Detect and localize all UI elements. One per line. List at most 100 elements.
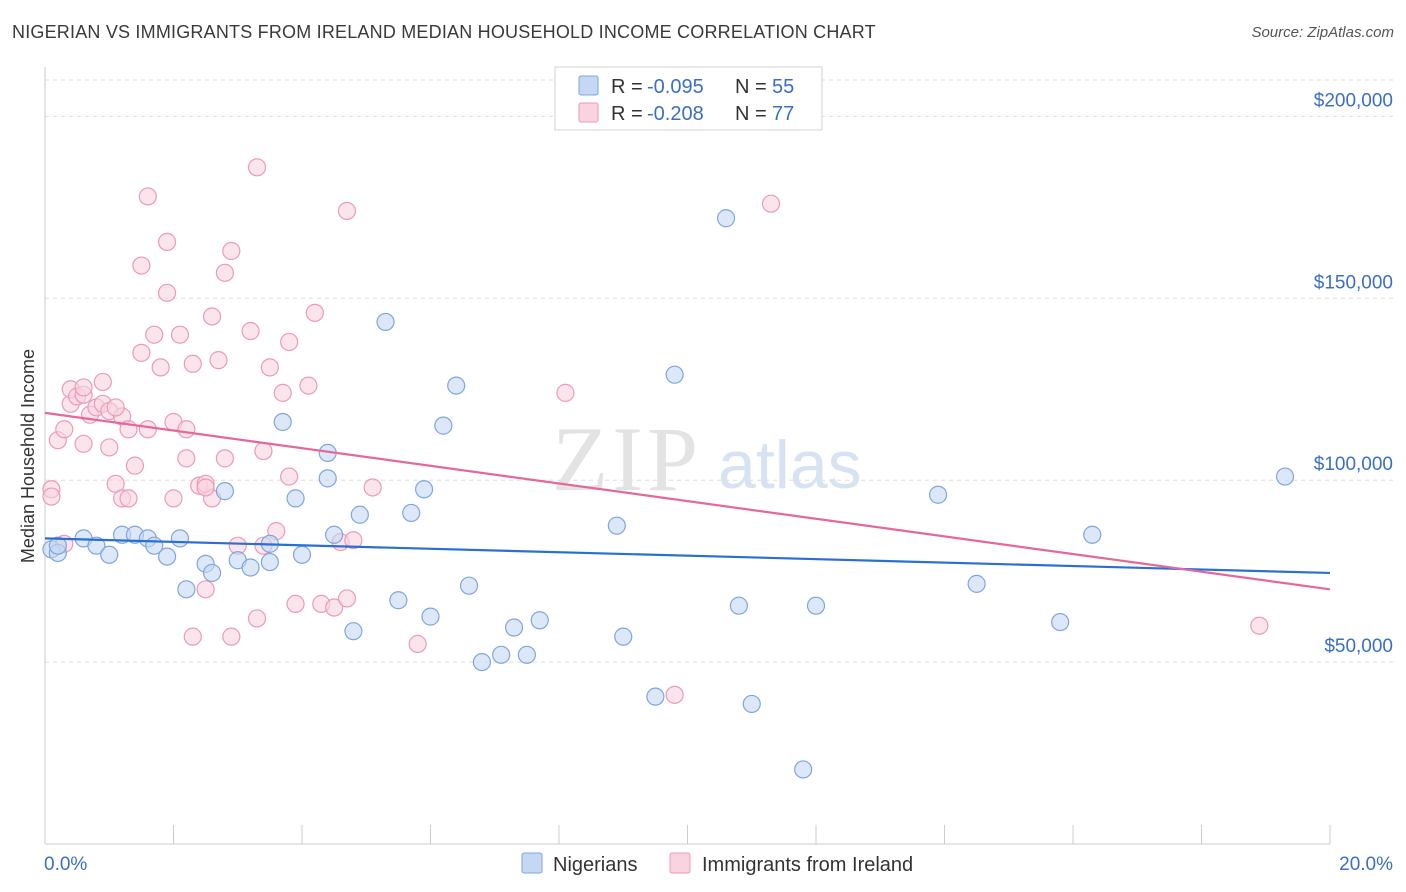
data-point	[183, 627, 202, 646]
data-point	[1275, 467, 1295, 486]
data-point	[222, 627, 241, 646]
data-point	[170, 325, 190, 344]
data-point	[389, 591, 408, 610]
data-point	[492, 645, 511, 664]
data-point	[434, 416, 453, 435]
tick-labels: $50,000 $100,000 $150,000 $200,000 0.0% 20.0%	[44, 90, 1393, 875]
data-point	[806, 596, 826, 615]
data-point	[196, 478, 215, 497]
data-point	[1250, 616, 1269, 635]
data-point	[48, 536, 67, 555]
legend-swatch-nigerians	[578, 75, 599, 96]
watermark-atlas: atlas	[718, 427, 862, 503]
data-point	[530, 611, 549, 630]
data-point	[280, 332, 299, 352]
data-point	[55, 420, 74, 439]
data-point	[299, 376, 318, 395]
data-point	[145, 325, 164, 344]
data-point	[247, 158, 267, 177]
data-point	[157, 547, 177, 566]
legend-n-label: N =	[735, 103, 767, 125]
data-point	[157, 232, 177, 251]
data-point	[132, 343, 151, 362]
data-point	[100, 438, 119, 457]
y-tick-label: $150,000	[1314, 272, 1393, 293]
data-point	[100, 545, 119, 564]
data-point	[459, 576, 479, 595]
data-point	[305, 303, 324, 322]
legend-n-value: 77	[772, 103, 794, 125]
data-point	[125, 456, 145, 475]
data-point	[209, 351, 228, 370]
y-tick-label: $100,000	[1314, 454, 1393, 475]
data-point	[1083, 525, 1102, 544]
data-point	[376, 312, 395, 332]
data-point	[286, 489, 305, 508]
data-point	[665, 685, 684, 704]
data-point	[247, 609, 267, 628]
data-point	[646, 687, 665, 706]
legend-r-label: R =	[611, 103, 643, 125]
data-point	[202, 307, 222, 326]
legend-box: R = -0.095 N = 55 R = -0.208 N = 77	[554, 66, 823, 131]
data-point	[761, 194, 781, 213]
data-point	[119, 489, 138, 508]
data-point	[325, 525, 344, 544]
x-tick-label: 0.0%	[44, 854, 87, 875]
data-point	[344, 531, 363, 550]
legend-n-label: N =	[735, 76, 767, 98]
data-point	[215, 482, 234, 501]
legend-r-value: -0.095	[647, 76, 704, 98]
data-point	[729, 596, 749, 615]
data-point	[286, 594, 305, 613]
data-point	[260, 552, 279, 572]
legend-swatch-ireland	[578, 102, 599, 123]
legend-n-value: 55	[772, 76, 794, 98]
data-point	[241, 321, 260, 341]
data-point	[504, 618, 524, 637]
watermark-zip: ZIP	[552, 408, 702, 510]
data-point	[170, 529, 190, 548]
data-point	[138, 187, 157, 206]
data-point	[177, 420, 196, 439]
data-point	[202, 563, 222, 583]
y-axis-title: Median Household Income	[18, 349, 38, 563]
data-point	[344, 622, 363, 641]
bottom-legend-swatch-nigerians	[521, 852, 543, 874]
data-point	[292, 545, 312, 564]
data-point	[325, 598, 344, 617]
data-point	[408, 634, 427, 654]
data-point	[928, 485, 948, 504]
data-point	[241, 558, 260, 577]
x-tick-label: 20.0%	[1339, 854, 1393, 875]
data-point	[42, 487, 61, 506]
bottom-legend: Nigerians Immigrants from Ireland	[521, 852, 913, 876]
data-point	[794, 760, 813, 779]
data-point	[87, 536, 106, 555]
data-point	[177, 580, 196, 599]
data-point	[164, 489, 183, 508]
data-point	[74, 378, 93, 397]
data-point	[716, 209, 736, 228]
data-point	[196, 580, 215, 599]
data-point	[273, 412, 292, 432]
trend-line	[44, 537, 1331, 575]
data-point	[742, 694, 761, 714]
data-points	[42, 158, 1295, 779]
bottom-legend-label-ireland: Immigrants from Ireland	[702, 854, 913, 876]
data-point	[132, 256, 151, 275]
data-point	[607, 516, 626, 535]
legend-r-value: -0.208	[647, 103, 704, 125]
data-point	[967, 574, 986, 593]
data-point	[254, 441, 273, 461]
bottom-legend-swatch-ireland	[669, 852, 691, 874]
data-point	[74, 434, 93, 453]
data-point	[222, 241, 241, 261]
data-point	[151, 358, 170, 377]
data-point	[280, 467, 299, 486]
chart-source: Source: ZipAtlas.com	[1251, 24, 1394, 41]
bottom-legend-label-nigerians: Nigerians	[553, 854, 637, 876]
axes	[44, 67, 1331, 845]
data-point	[337, 201, 357, 221]
trend-lines	[44, 411, 1331, 591]
